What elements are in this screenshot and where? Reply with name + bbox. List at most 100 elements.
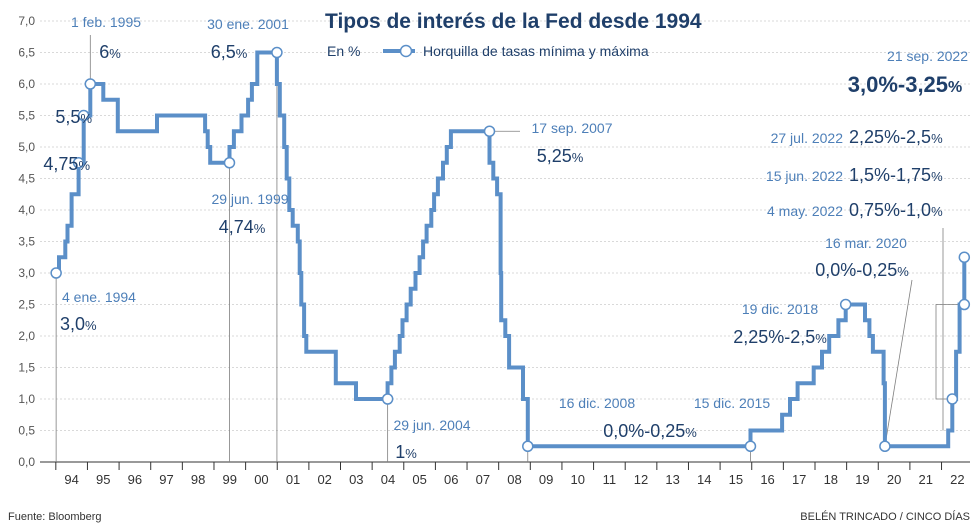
leader-line [935, 304, 963, 400]
annotation-percent: % [572, 150, 584, 165]
annotation-date: 4 may. 2022 [767, 203, 843, 219]
annotation-value: 4,74% [219, 217, 266, 237]
rate-series-line [56, 50, 967, 449]
legend-marker [399, 44, 413, 58]
annotation-value: 1% [395, 442, 417, 462]
annotation-date: 19 dic. 2018 [742, 301, 818, 317]
annotation-date: 29 jun. 1999 [211, 191, 288, 207]
annotation-value: 0,75%-1,0% [849, 200, 943, 220]
annotation-date: 16 dic. 2008 [559, 395, 635, 411]
annotation-percent: % [78, 158, 90, 173]
annotation-date: 15 dic. 2015 [694, 395, 770, 411]
x-tick-label: 06 [444, 472, 458, 487]
annotation-value: 6,5% [211, 42, 248, 62]
x-tick-label: 15 [729, 472, 743, 487]
annotation-percent: % [931, 131, 943, 146]
annotation-value: 4,75% [43, 154, 90, 174]
data-marker [84, 78, 97, 90]
annotation-percent: % [109, 46, 121, 61]
y-tick-label: 4,0 [18, 203, 35, 217]
annotation-date: 16 mar. 2020 [825, 235, 907, 251]
data-marker [744, 440, 757, 452]
x-tick-label: 14 [697, 472, 711, 487]
x-tick-label: 17 [792, 472, 806, 487]
markers [50, 46, 971, 452]
y-tick-label: 1,0 [18, 392, 35, 406]
annotation-date: 21 sep. 2022 [887, 48, 968, 64]
x-tick-label: 96 [128, 472, 142, 487]
leader-lines [55, 35, 963, 462]
annotation-value: 2,25%-2,5% [733, 327, 827, 347]
x-tick-label: 01 [286, 472, 300, 487]
annotation-percent: % [236, 46, 248, 61]
y-tick-label: 6,5 [18, 46, 35, 60]
x-tick-label: 02 [317, 472, 331, 487]
annotation-value: 5,25% [537, 146, 584, 166]
annotation-percent: % [931, 169, 943, 184]
x-tick-label: 09 [539, 472, 553, 487]
annotation-date: 27 jul. 2022 [771, 130, 844, 146]
y-tick-label: 5,0 [18, 140, 35, 154]
data-marker [958, 251, 971, 263]
data-marker [522, 440, 534, 452]
x-tick-label: 00 [254, 472, 268, 487]
annotation-percent: % [685, 425, 697, 440]
annotation-date: 4 ene. 1994 [62, 289, 136, 305]
annotation-date: 1 feb. 1995 [71, 14, 141, 30]
data-marker [271, 46, 283, 59]
x-tick-label: 18 [824, 472, 838, 487]
y-tick-label: 2,0 [18, 329, 35, 343]
x-tick-label: 04 [381, 472, 395, 487]
x-tick-label: 21 [918, 472, 932, 487]
annotation-percent: % [80, 111, 92, 126]
annotation-date: 17 sep. 2007 [532, 120, 613, 136]
x-tick-label: 05 [412, 472, 426, 487]
x-tick-label: 20 [887, 472, 901, 487]
y-tick-label: 5,5 [18, 109, 35, 123]
annotation-value: 2,25%-2,5% [849, 127, 943, 147]
x-tick-label: 11 [603, 472, 617, 487]
legend-label: Horquilla de tasas mínima y máxima [423, 43, 649, 59]
source-note: Fuente: Bloomberg [8, 511, 102, 523]
y-tick-label: 0,0 [18, 455, 35, 469]
y-tick-label: 7,0 [18, 14, 35, 28]
annotation-value: 1,5%-1,75% [849, 165, 943, 185]
x-tick-label: 08 [507, 472, 521, 487]
x-tick-label: 10 [571, 472, 585, 487]
y-tick-label: 3,0 [18, 266, 35, 280]
data-marker [879, 440, 891, 452]
y-tick-label: 4,5 [18, 172, 35, 186]
annotation-date: 15 jun. 2022 [766, 168, 843, 184]
annotation-percent: % [897, 264, 909, 279]
annotation-date: 30 ene. 2001 [207, 16, 289, 32]
x-tick-label: 12 [634, 472, 648, 487]
y-tick-label: 1,5 [18, 361, 35, 375]
annotation-value: 6% [99, 42, 121, 62]
y-tick-label: 0,5 [18, 424, 35, 438]
annotation-value: 0,0%-0,25% [603, 421, 697, 441]
annotation-value: 5,5% [55, 107, 92, 127]
annotation-percent: % [405, 446, 417, 461]
data-marker [958, 298, 971, 311]
chart-title: Tipos de interés de la Fed desde 1994 [325, 10, 702, 33]
x-tick-label: 97 [159, 472, 173, 487]
annotation-percent: % [815, 331, 827, 346]
x-tick-label: 98 [191, 472, 205, 487]
x-tick-label: 16 [760, 472, 774, 487]
data-marker [77, 109, 90, 122]
unit-label: En % [327, 43, 360, 59]
y-tick-label: 3,5 [18, 235, 35, 249]
x-tick-label: 07 [476, 472, 490, 487]
data-marker [72, 157, 85, 169]
y-tick-label: 6,0 [18, 77, 35, 91]
annotation-percent: % [254, 221, 266, 236]
data-marker [483, 125, 496, 137]
annotation-percent: % [948, 79, 962, 96]
credit-note: BELÉN TRINCADO / CINCO DÍAS [800, 510, 970, 523]
annotation-value: 0,0%-0,25% [815, 260, 909, 280]
x-tick-label: 13 [665, 472, 679, 487]
x-tick-label: 22 [950, 472, 964, 487]
data-marker [381, 393, 394, 405]
annotation-percent: % [85, 318, 97, 333]
